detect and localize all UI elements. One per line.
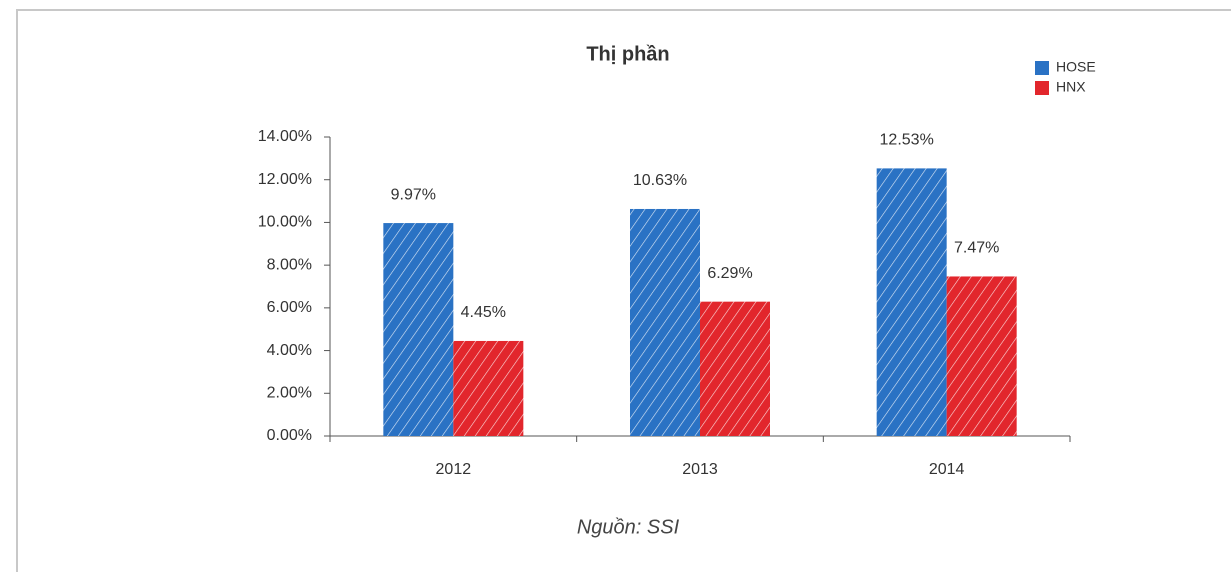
frame <box>16 9 1231 572</box>
y-tick-label: 14.00% <box>258 128 312 145</box>
chart-title: Thị phần <box>586 43 669 65</box>
value-label: 9.97% <box>391 186 436 203</box>
bar <box>700 301 770 436</box>
y-tick-label: 0.00% <box>267 427 312 444</box>
bar <box>630 208 700 436</box>
value-label: 10.63% <box>633 172 687 189</box>
legend-swatch <box>1035 81 1049 95</box>
source: Nguồn: SSI <box>577 516 680 538</box>
bar <box>383 223 454 436</box>
y-tick-label: 10.00% <box>258 214 312 231</box>
y-tick-label: 8.00% <box>267 256 312 273</box>
legend-swatch <box>1035 61 1049 75</box>
value-label: 4.45% <box>461 304 506 321</box>
x-tick-label: 2013 <box>682 461 718 478</box>
value-label: 7.47% <box>954 240 999 257</box>
legend-label: HNX <box>1056 79 1086 95</box>
bar <box>946 276 1017 436</box>
value-label: 6.29% <box>707 265 752 282</box>
x-tick-label: 2014 <box>929 461 965 478</box>
y-tick-label: 12.00% <box>258 171 312 188</box>
bar <box>453 340 524 436</box>
y-tick-label: 4.00% <box>267 342 312 359</box>
bar <box>876 168 947 436</box>
y-tick-label: 6.00% <box>267 299 312 316</box>
legend-label: HOSE <box>1056 59 1096 75</box>
y-tick-label: 2.00% <box>267 385 312 402</box>
x-tick-label: 2012 <box>436 461 472 478</box>
value-label: 12.53% <box>880 132 934 149</box>
